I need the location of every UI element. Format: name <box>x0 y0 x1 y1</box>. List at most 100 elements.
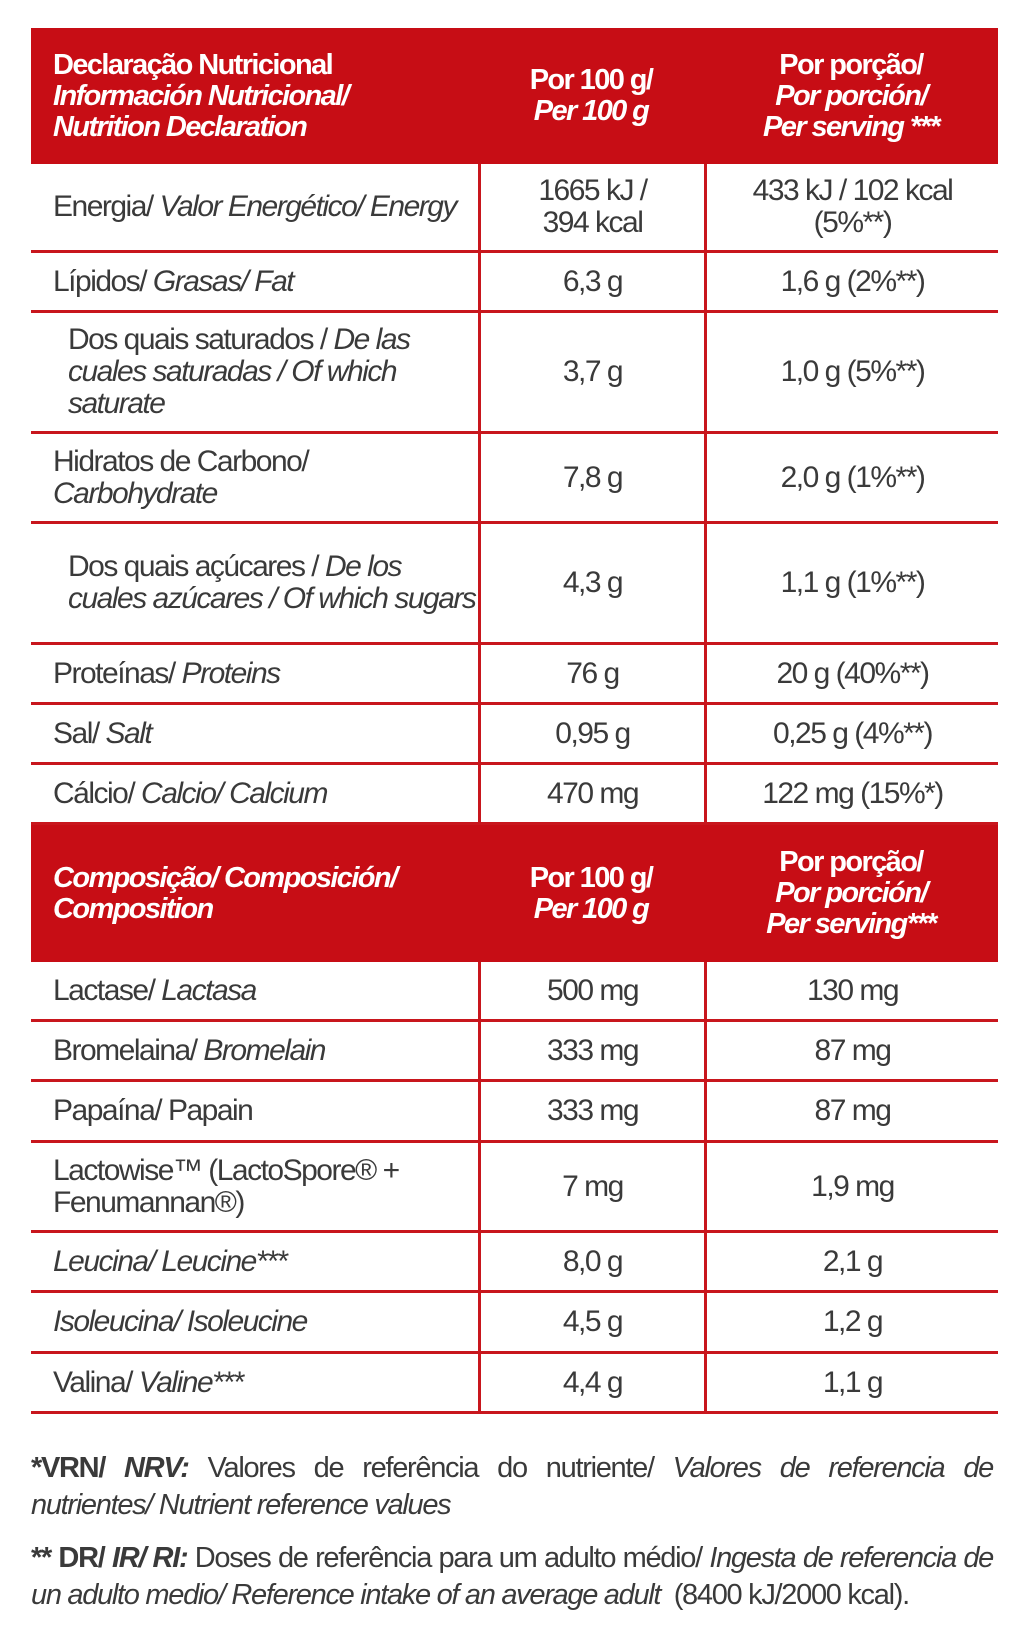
table-row: Lípidos/ Grasas/ Fat 6,3 g 1,6 g (2%**) <box>31 253 998 313</box>
row-label: Bromelaina/ Bromelain <box>31 1022 478 1079</box>
row-label: Dos quais saturados / De las cuales satu… <box>31 313 478 431</box>
label-text: Hidratos de Carbono/ Carbohydrate <box>53 444 478 510</box>
per-serving-value: 87 mg <box>704 1082 998 1140</box>
text-segment: Carbohydrate <box>53 476 218 510</box>
table-row: Leucina/ Leucine*** 8,0 g 2,1 g <box>31 1233 998 1293</box>
text-segment: Dos quais açúcares / <box>68 550 325 583</box>
text-segment: Isoleucina/ Isoleucine <box>53 1305 308 1338</box>
per-100g-value: 8,0 g <box>478 1233 704 1290</box>
text-segment: Lactase/ <box>53 973 162 1007</box>
text-segment: Valine*** <box>138 1365 244 1399</box>
table-header: Declaração Nutricional Información Nutric… <box>31 28 998 164</box>
text-segment: Lactasa <box>161 973 257 1007</box>
row-label: Dos quais açúcares / De los cuales azúca… <box>31 524 478 642</box>
row-label: Cálcio/ Calcio/ Calcium <box>31 765 478 822</box>
text-segment: (8400 kJ/2000 kcal). <box>660 1579 910 1611</box>
row-label: Isoleucina/ Isoleucine <box>31 1293 478 1351</box>
per-100g-value: 7 mg <box>478 1143 704 1230</box>
text-segment: Lactowise™ (LactoSpore® + Fenumannan®) <box>53 1153 406 1219</box>
table-row: Papaína/ Papain 333 mg 87 mg <box>31 1082 998 1143</box>
per-100g-value: 76 g <box>478 645 704 702</box>
row-label: Lípidos/ Grasas/ Fat <box>31 253 478 310</box>
text-segment: Por porção/ <box>779 48 924 81</box>
table-row: Hidratos de Carbono/ Carbohydrate 7,8 g 2,… <box>31 434 998 524</box>
label-text: Cálcio/ Calcio/ Calcium <box>53 776 328 810</box>
table-row: Valina/ Valine*** 4,4 g 1,1 g <box>31 1354 998 1414</box>
text-segment: Valina/ <box>53 1365 139 1399</box>
label-text: Energia/ Valor Energético/ Energy <box>53 190 457 223</box>
table-row: Sal/ Salt 0,95 g 0,25 g (4%**) <box>31 705 998 765</box>
table-row: Energia/ Valor Energético/ Energy 1665 kJ… <box>31 164 998 253</box>
text-segment: Por porção/ <box>779 846 924 878</box>
row-label: Hidratos de Carbono/ Carbohydrate <box>31 434 478 521</box>
text-segment: Per serving*** <box>766 908 937 940</box>
text-segment: Cálcio/ <box>53 776 142 810</box>
per-100g-value: 333 mg <box>478 1022 704 1079</box>
label-text: Dos quais açúcares / De los cuales azúca… <box>68 551 478 615</box>
text-segment: Por 100 g/ <box>529 64 654 96</box>
text-segment: De los cuales azúcares / Of which sugars <box>68 550 477 615</box>
text-segment: NRV: <box>124 1452 190 1484</box>
text-segment: Nutrition Declaration <box>53 110 308 143</box>
text-segment: Leucina/ Leucine*** <box>53 1244 288 1278</box>
row-label: Lactowise™ (LactoSpore® + Fenumannan®) <box>31 1143 478 1230</box>
text-segment: Por porción/ <box>775 877 928 909</box>
label-text: Proteínas/ Proteins <box>53 656 282 690</box>
per-serving-value: 130 mg <box>704 962 998 1019</box>
per-serving-value: 1,1 g <box>704 1354 998 1411</box>
per-100g-value: 4,3 g <box>478 524 704 642</box>
text-segment: Bromelaina/ <box>53 1033 204 1067</box>
text-segment: Proteins <box>181 656 282 690</box>
header-col2: Por porção/Por porción/Per serving *** <box>704 28 998 164</box>
label-text: Lactowise™ (LactoSpore® + Fenumannan®) <box>53 1153 478 1219</box>
header-col0: Declaração Nutricional Información Nutric… <box>31 28 478 164</box>
row-label: Proteínas/ Proteins <box>31 645 478 702</box>
header-col0: Composição/ Composición/ Composition <box>31 825 478 962</box>
text-segment: Bromelain <box>203 1033 326 1067</box>
per-serving-value: 0,25 g (4%**) <box>704 705 998 762</box>
per-100g-value: 3,7 g <box>478 313 704 431</box>
per-100g-value: 333 mg <box>478 1082 704 1140</box>
table-row: Isoleucina/ Isoleucine 4,5 g 1,2 g <box>31 1293 998 1354</box>
table-row: Dos quais açúcares / De los cuales azúca… <box>31 524 998 645</box>
text-segment: ** DR/ <box>31 1542 112 1574</box>
text-segment: Salt <box>105 716 153 750</box>
table-row: Proteínas/ Proteins 76 g 20 g (40%**) <box>31 645 998 705</box>
text-segment: IR/ RI: <box>111 1542 189 1574</box>
label-text: Bromelaina/ Bromelain <box>53 1033 326 1067</box>
text-segment: *VRN/ <box>31 1452 125 1484</box>
text-segment: Energia/ <box>53 190 160 223</box>
text-segment: Per 100 g <box>533 892 650 925</box>
per-serving-value: 122 mg (15%*) <box>704 765 998 822</box>
text-segment: Proteínas/ <box>53 656 182 690</box>
per-100g-value: 500 mg <box>478 962 704 1019</box>
label-text: Lípidos/ Grasas/ Fat <box>53 264 295 298</box>
per-100g-value: 4,5 g <box>478 1293 704 1351</box>
text-segment: Per serving *** <box>763 110 940 143</box>
text-segment: Hidratos de Carbono/ <box>53 444 315 478</box>
text-segment: Dos quais saturados / <box>68 323 334 356</box>
text-segment: Valores de referência do nutriente/ <box>188 1452 673 1484</box>
per-100g-value: 1665 kJ / 394 kcal <box>478 164 704 250</box>
text-segment: Doses de referência para um adulto médio… <box>187 1542 710 1574</box>
nutrition-table: Declaração Nutricional Información Nutric… <box>31 28 998 825</box>
per-serving-value: 1,6 g (2%**) <box>704 253 998 310</box>
row-label: Energia/ Valor Energético/ Energy <box>31 164 478 250</box>
header-col2: Por porção/Por porción/Per serving*** <box>704 825 998 962</box>
per-100g-value: 0,95 g <box>478 705 704 762</box>
per-serving-value: 87 mg <box>704 1022 998 1079</box>
label-text: Lactase/ Lactasa <box>53 973 257 1007</box>
text-segment: Lípidos/ <box>53 264 153 298</box>
text-segment: Información Nutricional/ <box>53 79 350 112</box>
per-serving-value: 433 kJ / 102 kcal (5%**) <box>704 164 998 250</box>
per-100g-value: 4,4 g <box>478 1354 704 1411</box>
label-text: Sal/ Salt <box>53 716 153 750</box>
footnote-nrv: *VRN/ NRV: Valores de referência do nutr… <box>31 1450 994 1524</box>
text-segment: Por porción/ <box>775 79 928 112</box>
text-segment: Papaína/ Papain <box>53 1094 254 1127</box>
table-row: Dos quais saturados / De las cuales satu… <box>31 313 998 434</box>
header-col1: Por 100 g/Per 100 g <box>478 28 704 164</box>
label-text: Valina/ Valine*** <box>53 1365 244 1399</box>
text-segment: Declaração Nutricional <box>53 48 334 81</box>
row-label: Valina/ Valine*** <box>31 1354 478 1411</box>
